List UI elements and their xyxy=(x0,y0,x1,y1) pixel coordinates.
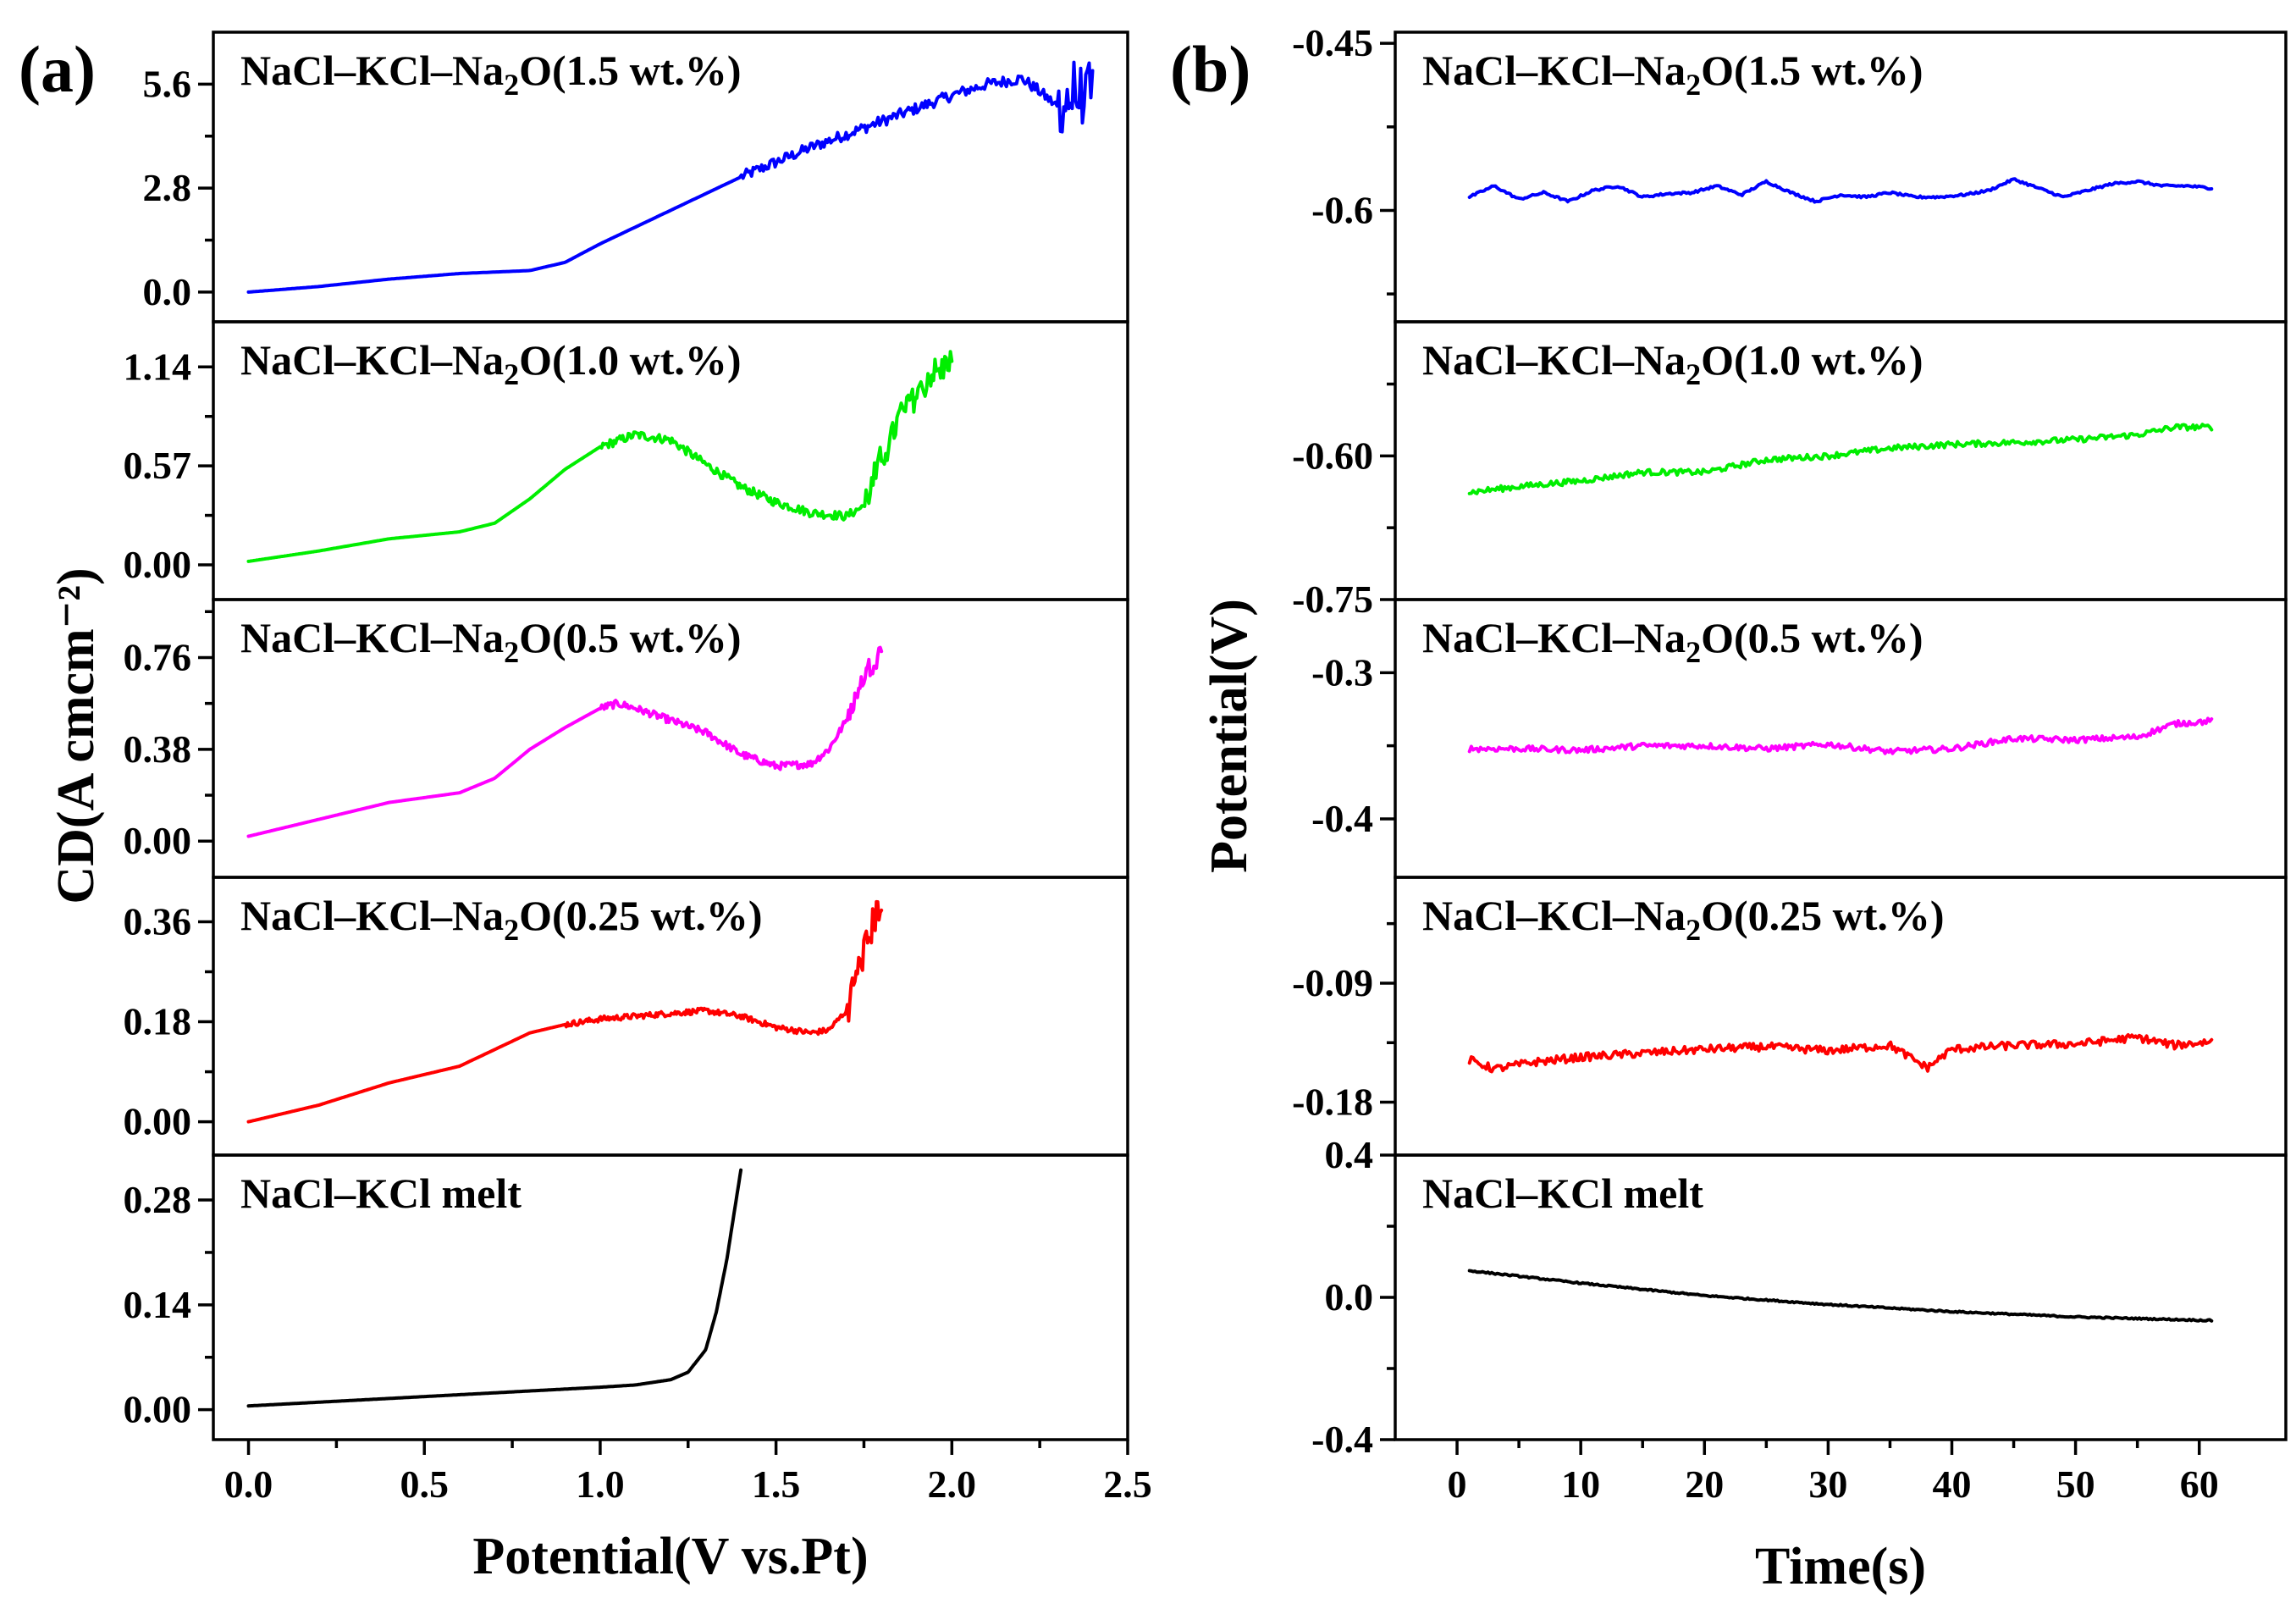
y-tick-label: 0.57 xyxy=(124,444,192,487)
y-tick-label: -0.60 xyxy=(1292,434,1373,477)
y-tick-label: -0.4 xyxy=(1311,797,1373,840)
y-tick-label: 0.18 xyxy=(124,1000,192,1043)
y-tick-label: -0.18 xyxy=(1292,1081,1373,1124)
data-series-line xyxy=(1467,716,2214,755)
y-tick-label: 0.0 xyxy=(1325,1275,1374,1319)
y-tick-label: 0.14 xyxy=(124,1283,192,1326)
data-series-line xyxy=(246,350,954,563)
data-series-line xyxy=(1467,423,2214,495)
y-tick-label: 0.28 xyxy=(124,1178,192,1221)
data-series-line xyxy=(246,645,884,838)
subplot-title: NaCl–KCl–Na2O(0.5 wt.%) xyxy=(1422,614,1923,669)
x-tick-label: 0 xyxy=(1448,1462,1467,1506)
y-tick-label: 1.14 xyxy=(124,345,192,388)
x-tick-label: 1.5 xyxy=(752,1462,801,1506)
y-tick-label: -0.4 xyxy=(1311,1418,1373,1461)
x-tick-label: 0.0 xyxy=(224,1462,273,1506)
y-tick-label: -0.75 xyxy=(1292,578,1373,621)
subplot-title: NaCl–KCl–Na2O(1.0 wt.%) xyxy=(240,336,742,391)
y-axis-title: CD(A cmcm⁻²) xyxy=(47,567,105,904)
data-series-line xyxy=(1467,1033,2214,1074)
x-axis-title: Time(s) xyxy=(1755,1538,1926,1595)
x-tick-label: 40 xyxy=(1933,1462,1972,1506)
y-tick-label: -0.3 xyxy=(1311,650,1373,694)
y-tick-label: 0.36 xyxy=(124,899,192,943)
subplot-title: NaCl–KCl melt xyxy=(1422,1169,1703,1217)
y-tick-label: -0.6 xyxy=(1311,188,1373,231)
x-axis-title: Potential(V vs.Pt) xyxy=(472,1528,868,1585)
y-tick-label: -0.45 xyxy=(1292,21,1373,64)
y-tick-label: 0.00 xyxy=(124,1388,192,1431)
y-tick-label: 0.4 xyxy=(1325,1133,1374,1176)
subplot-title: NaCl–KCl–Na2O(1.5 wt.%) xyxy=(1422,47,1923,102)
data-series-line xyxy=(246,899,884,1124)
data-series-line xyxy=(246,1168,743,1408)
data-series-line xyxy=(1467,177,2214,204)
subplot-title: NaCl–KCl–Na2O(0.5 wt.%) xyxy=(240,614,742,669)
x-tick-label: 20 xyxy=(1685,1462,1724,1506)
panel-a: 0.0 2.8 5.6 NaCl–KCl–Na2O(1.5 wt.%) 0.00 0.57… xyxy=(19,30,1152,1585)
data-series-line xyxy=(1467,1269,2214,1323)
y-tick-label: -0.09 xyxy=(1292,961,1373,1004)
subplot-frame xyxy=(212,1153,1129,1441)
data-series-line xyxy=(246,60,1095,294)
panel-b: -0.6 -0.45 NaCl–KCl–Na2O(1.5 wt.%) -0.60 -0.… xyxy=(1170,21,2288,1595)
y-tick-label: 2.8 xyxy=(143,166,192,209)
y-tick-label: 5.6 xyxy=(143,62,192,105)
y-tick-label: 0.0 xyxy=(143,270,192,313)
x-tick-label: 30 xyxy=(1808,1462,1847,1506)
x-tick-label: 60 xyxy=(2180,1462,2219,1506)
subplot-title: NaCl–KCl–Na2O(1.5 wt.%) xyxy=(240,47,742,102)
x-tick-label: 0.5 xyxy=(400,1462,449,1506)
y-axis-title: Potential(V) xyxy=(1200,599,1258,873)
y-tick-label: 0.38 xyxy=(124,727,192,771)
x-tick-label: 10 xyxy=(1561,1462,1600,1506)
x-tick-label: 2.5 xyxy=(1103,1462,1152,1506)
y-tick-label: 0.00 xyxy=(124,543,192,586)
y-tick-label: 0.00 xyxy=(124,1100,192,1143)
subplot-title: NaCl–KCl–Na2O(0.25 wt.%) xyxy=(240,892,763,947)
x-tick-label: 50 xyxy=(2056,1462,2095,1506)
panel-letter: (a) xyxy=(19,32,96,106)
panel-letter: (b) xyxy=(1170,32,1250,106)
y-tick-label: 0.76 xyxy=(124,635,192,678)
y-tick-label: 0.00 xyxy=(124,819,192,862)
subplot-title: NaCl–KCl–Na2O(0.25 wt.%) xyxy=(1422,892,1945,947)
x-tick-label: 1.0 xyxy=(576,1462,625,1506)
subplot-title: NaCl–KCl–Na2O(1.0 wt.%) xyxy=(1422,336,1923,391)
subplot-title: NaCl–KCl melt xyxy=(240,1169,522,1217)
x-tick-label: 2.0 xyxy=(928,1462,977,1506)
